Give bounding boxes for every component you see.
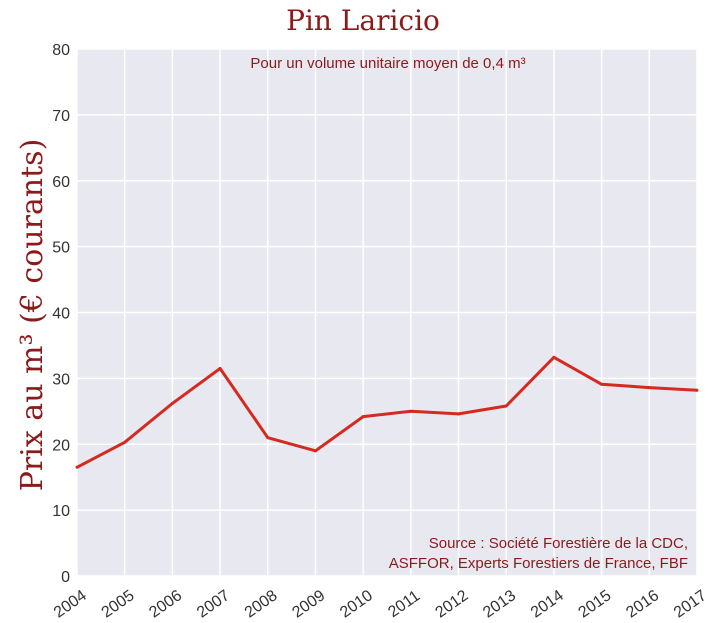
x-tick-label: 2016 <box>623 587 662 621</box>
data-point <box>409 409 413 413</box>
source-line-2: ASFFOR, Experts Forestiers de France, FB… <box>389 555 688 572</box>
data-point <box>313 449 317 453</box>
x-tick-label: 2006 <box>146 587 185 621</box>
data-point <box>361 415 365 419</box>
y-tick-label: 40 <box>52 306 70 323</box>
data-point <box>504 404 508 408</box>
x-tick-label: 2015 <box>576 587 615 621</box>
series-line <box>76 355 698 469</box>
chart-subtitle: Pour un volume unitaire moyen de 0,4 m³ <box>250 55 525 72</box>
x-tick-label: 2008 <box>242 587 281 621</box>
y-axis-label: Prix au m³ (€ courants) <box>15 139 50 492</box>
x-tick-label: 2009 <box>289 587 328 621</box>
data-point <box>75 465 79 469</box>
x-tick-label: 2007 <box>194 587 233 621</box>
y-tick-label: 60 <box>52 174 70 191</box>
source-line-1: Source : Société Forestière de la CDC, <box>429 535 688 552</box>
y-tick-label: 30 <box>52 371 70 388</box>
y-tick-label: 50 <box>52 240 70 257</box>
data-point <box>647 386 651 390</box>
x-tick-label: 2014 <box>528 587 567 621</box>
data-point <box>600 382 604 386</box>
x-tick-label: 2011 <box>385 587 423 621</box>
x-tick-label: 2017 <box>671 587 710 621</box>
data-point <box>266 436 270 440</box>
data-point <box>218 366 222 370</box>
data-points <box>75 355 699 469</box>
y-tick-label: 0 <box>61 569 70 586</box>
data-point <box>695 388 699 392</box>
chart-title: Pin Laricio <box>286 4 440 37</box>
y-axis-ticks: 0 10 20 30 40 50 60 70 80 <box>52 42 70 586</box>
data-point <box>123 440 127 444</box>
y-tick-label: 80 <box>52 42 70 59</box>
x-tick-label: 2013 <box>480 587 519 621</box>
y-tick-label: 10 <box>52 503 70 520</box>
data-point <box>457 412 461 416</box>
x-tick-label: 2005 <box>99 587 138 621</box>
y-tick-label: 20 <box>52 437 70 454</box>
x-tick-label: 2012 <box>433 587 472 621</box>
grid <box>76 48 698 577</box>
x-tick-label: 2004 <box>51 587 90 621</box>
x-tick-label: 2010 <box>337 587 376 621</box>
data-point <box>552 355 556 359</box>
data-point <box>170 401 174 405</box>
y-tick-label: 70 <box>52 108 70 125</box>
x-axis-ticks: 2004 2005 2006 2007 2008 2009 2010 2011 2012 2013… <box>51 587 710 621</box>
